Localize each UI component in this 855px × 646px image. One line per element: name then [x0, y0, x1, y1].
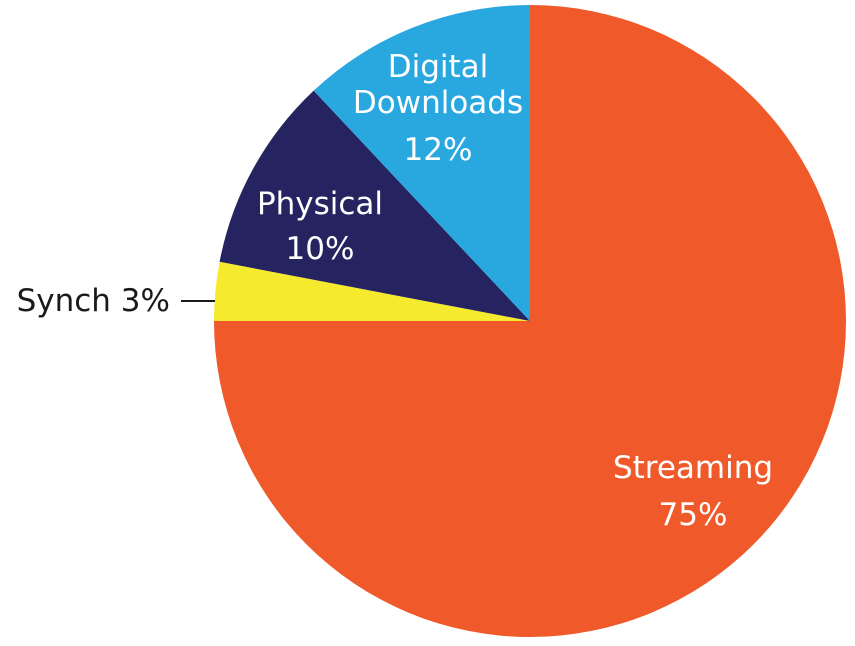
slice-label-physical: Physical	[257, 186, 383, 222]
pie-slice-digital-downloads	[313, 5, 530, 321]
slice-label-digital-downloads: Digital	[388, 49, 489, 85]
slice-label-digital-downloads: Downloads	[353, 85, 523, 121]
pie-slices	[214, 5, 846, 637]
slice-value-digital-downloads: 12%	[404, 132, 473, 168]
pie-slice-physical	[219, 90, 530, 322]
slice-value-physical: 10%	[286, 231, 355, 267]
slice-label-streaming: Streaming	[613, 450, 773, 486]
slice-label-synch: Synch 3%	[17, 283, 170, 319]
slice-value-streaming: 75%	[659, 497, 728, 533]
pie-labels: Streaming 75% Synch 3% Physical 10% DigitalDo…	[17, 49, 773, 533]
pie-slice-synch	[214, 261, 530, 321]
